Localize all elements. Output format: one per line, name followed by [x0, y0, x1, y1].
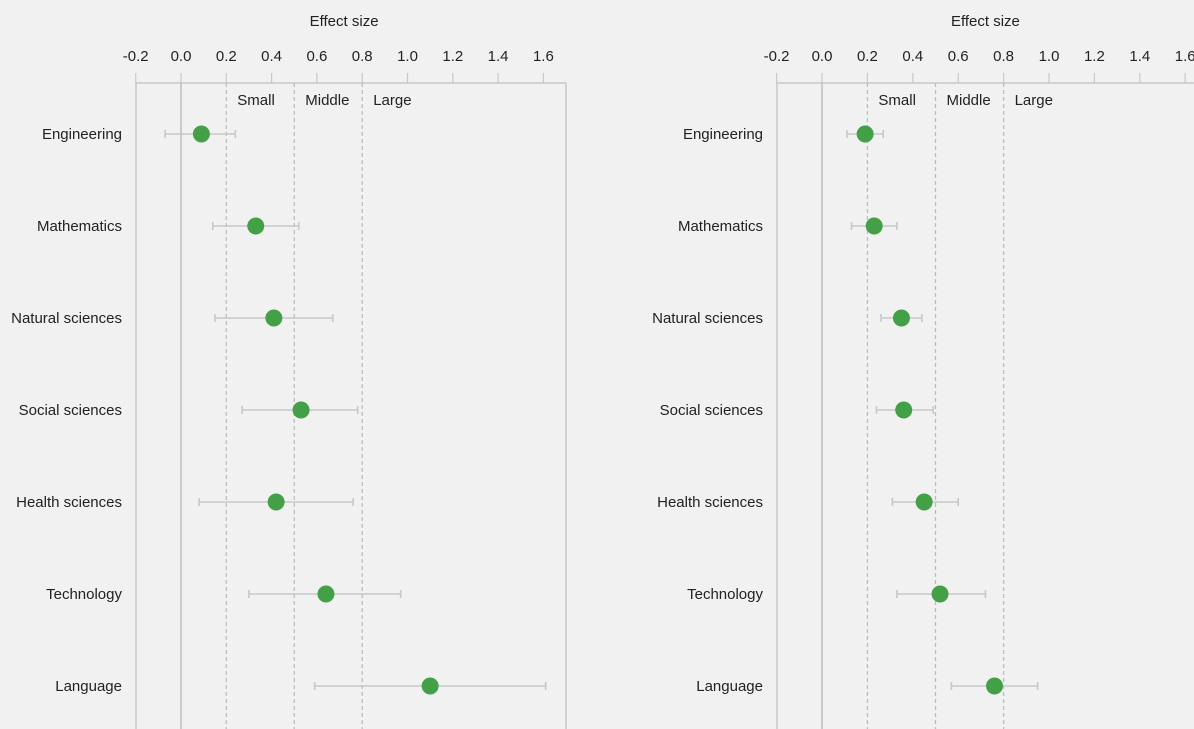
category-label: Natural sciences — [11, 310, 122, 327]
data-point — [317, 585, 335, 603]
x-tick-label: 0.8 — [993, 48, 1014, 65]
category-label: Health sciences — [16, 494, 122, 511]
x-tick-label: 0.8 — [352, 48, 373, 65]
reference-label-large: Large — [373, 92, 411, 109]
data-point — [915, 493, 933, 511]
category-label: Health sciences — [657, 494, 763, 511]
data-point — [292, 401, 310, 419]
data-point — [265, 309, 283, 327]
category-label: Natural sciences — [652, 310, 763, 327]
data-point — [247, 217, 265, 235]
reference-label-large: Large — [1015, 92, 1053, 109]
data-point — [267, 493, 285, 511]
x-tick-label: 0.6 — [306, 48, 327, 65]
category-label: Social sciences — [660, 402, 763, 419]
x-tick-label: 0.4 — [261, 48, 282, 65]
data-point — [892, 309, 910, 327]
category-label: Engineering — [42, 126, 122, 143]
x-tick-label: 0.6 — [948, 48, 969, 65]
data-point — [192, 125, 210, 143]
data-point — [986, 677, 1004, 695]
x-tick-label: 0.2 — [857, 48, 878, 65]
x-tick-label: 0.2 — [216, 48, 237, 65]
x-tick-label: 1.6 — [1175, 48, 1194, 65]
x-tick-label: -0.2 — [764, 48, 790, 65]
category-label: Technology — [46, 586, 122, 603]
reference-label-small: Small — [237, 92, 275, 109]
x-tick-label: 1.0 — [397, 48, 418, 65]
data-point — [856, 125, 874, 143]
forest-plot-left: Effect size -0.2 0.0 0.2 0.4 0.6 0.8 1.0 1.2 1.4 1… — [11, 13, 567, 729]
category-label: Mathematics — [37, 218, 122, 235]
x-tick-label: 1.4 — [1129, 48, 1150, 65]
data-point — [931, 585, 949, 603]
reference-label-middle: Middle — [305, 92, 349, 109]
x-tick-label: 1.6 — [533, 48, 554, 65]
x-tick-label: 1.2 — [1084, 48, 1105, 65]
data-point — [421, 677, 439, 695]
x-tick-label: 0.0 — [171, 48, 192, 65]
x-tick-label: 0.4 — [902, 48, 923, 65]
x-tick-label: -0.2 — [123, 48, 149, 65]
data-point — [895, 401, 913, 419]
x-tick-label: 1.2 — [442, 48, 463, 65]
category-label: Engineering — [683, 126, 763, 143]
category-label: Language — [55, 678, 122, 695]
category-label: Social sciences — [19, 402, 122, 419]
forest-plot-right: Effect size -0.2 0.0 0.2 0.4 0.6 0.8 1.0 1.2 1.4 1… — [652, 13, 1194, 729]
x-tick-label: 1.4 — [488, 48, 509, 65]
data-point — [865, 217, 883, 235]
reference-label-small: Small — [878, 92, 916, 109]
x-tick-label: 0.0 — [812, 48, 833, 65]
category-label: Language — [696, 678, 763, 695]
x-tick-label: 1.0 — [1039, 48, 1060, 65]
category-label: Technology — [687, 586, 763, 603]
x-axis-label: Effect size — [310, 13, 379, 30]
category-label: Mathematics — [678, 218, 763, 235]
reference-label-middle: Middle — [947, 92, 991, 109]
x-axis-label: Effect size — [951, 13, 1020, 30]
